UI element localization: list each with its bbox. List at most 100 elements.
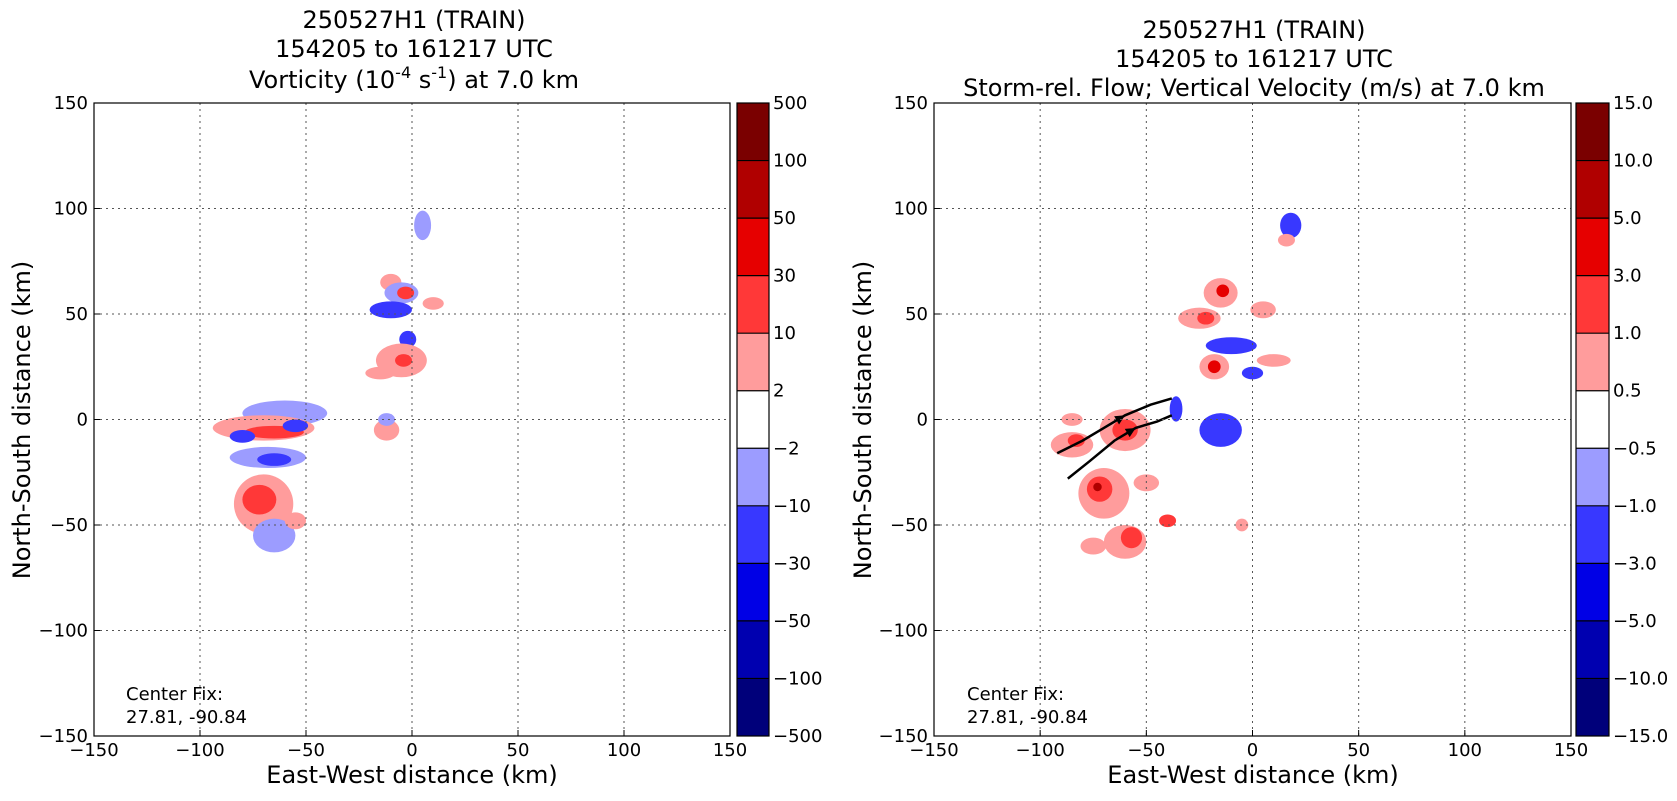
streamline-arrow (1114, 415, 1126, 425)
grid-lines (934, 103, 1571, 736)
streamline (1067, 414, 1173, 480)
panel-title-line: 154205 to 161217 UTC (1115, 45, 1393, 73)
y-axis-ticks: −150 −100 −50 0 50 100 150 (879, 93, 940, 747)
x-axis-label: East-West distance (km) (1107, 761, 1398, 789)
x-tick-label: 100 (1448, 740, 1482, 761)
colorbar-tick-label: 30 (773, 266, 796, 287)
colorbar-segment (1576, 160, 1609, 219)
colorbar-segment (1576, 678, 1609, 736)
title-text: ) at 7.0 km (447, 66, 579, 94)
colorbar-segment (1576, 333, 1609, 391)
contour-region (253, 518, 296, 553)
colorbar-tick-label: −5.0 (1613, 611, 1657, 632)
y-tick-label: 100 (54, 199, 88, 220)
x-tick-label: 50 (1347, 740, 1370, 761)
contour-region (1120, 527, 1143, 549)
x-tick-label: 100 (607, 740, 641, 761)
colorbar-segment (1576, 103, 1609, 161)
colorbar-segment (1576, 563, 1609, 621)
center-fix-label: Center Fix: (126, 684, 223, 705)
contour-region (395, 354, 412, 367)
contour-region (1067, 434, 1085, 447)
colorbar-segment (1576, 218, 1609, 276)
contour-region (1159, 514, 1177, 528)
x-tick-label: 150 (1554, 740, 1588, 761)
plot-features (1050, 212, 1302, 559)
x-tick-label: −50 (287, 740, 325, 761)
x-axis-ticks: −150 −100 −50 0 50 100 150 (69, 730, 747, 761)
colorbar-tick-label: −3.0 (1613, 553, 1657, 574)
contour-region (282, 419, 309, 433)
contour-region (284, 512, 306, 530)
streamline (1056, 397, 1173, 455)
colorbar-tick-label: −10.0 (1613, 668, 1668, 689)
title-superscript: -4 (395, 63, 411, 82)
y-axis-label: North-South distance (km) (8, 261, 36, 580)
colorbar-frame (736, 102, 770, 737)
contour-region (369, 301, 412, 319)
contour-region (414, 210, 432, 241)
colorbar-tick-label: 3.0 (1613, 266, 1642, 287)
colorbar-tick-label: 2 (773, 381, 784, 402)
colorbar-tick-label: −0.5 (1613, 438, 1657, 459)
contour-region (1093, 482, 1102, 492)
contour-region (229, 430, 256, 443)
center-fix-value: 27.81, -90.84 (126, 707, 247, 728)
colorbar-tick-label: −50 (773, 611, 811, 632)
y-tick-label: −150 (39, 726, 88, 747)
contour-region (1205, 337, 1257, 355)
vertical-velocity-panel: 250527H1 (TRAIN) 154205 to 161217 UTC St… (849, 16, 1668, 789)
colorbar-segment (737, 218, 769, 276)
title-text: Vorticity (10 (249, 66, 395, 94)
colorbar-tick-label: −30 (773, 553, 811, 574)
colorbar-segment (1576, 620, 1609, 679)
contour-region (1280, 212, 1302, 239)
colorbar-tick-label: 50 (773, 208, 796, 229)
contour-region (422, 297, 444, 310)
x-tick-label: 0 (406, 740, 417, 761)
streamlines (1056, 397, 1173, 480)
colorbar-segment (737, 620, 769, 679)
colorbar-segment (1576, 505, 1609, 564)
streamline-arrow (1124, 427, 1136, 438)
x-axis-label: East-West distance (km) (266, 761, 557, 789)
colorbar-segment (737, 448, 769, 506)
colorbar-segment (1576, 448, 1609, 506)
y-tick-label: −100 (39, 621, 88, 642)
colorbar-segment (737, 275, 769, 334)
colorbar-tick-label: −1.0 (1613, 496, 1657, 517)
contour-region (1207, 360, 1221, 374)
colorbar-tick-label: −100 (773, 668, 822, 689)
y-tick-label: 0 (917, 410, 928, 431)
colorbar-tick-label: −500 (773, 726, 822, 747)
panel-title-line: 250527H1 (TRAIN) (302, 6, 525, 34)
panel-title-line: 154205 to 161217 UTC (275, 35, 553, 63)
colorbar-tick-label: 10.0 (1613, 151, 1653, 172)
contour-region (397, 286, 415, 300)
panel-title-line: 250527H1 (TRAIN) (1142, 16, 1365, 44)
colorbar: 15.0 10.0 5.0 3.0 1.0 0.5 −0.5 −1.0 −3.0 −5.0 −10.… (1575, 93, 1668, 747)
colorbar-segment (737, 505, 769, 564)
panel-title-line: Storm-rel. Flow; Vertical Velocity (m/s)… (963, 74, 1545, 102)
colorbar-tick-label: 10 (773, 323, 796, 344)
contour-region (365, 366, 396, 380)
colorbar-tick-label: 15.0 (1613, 93, 1653, 114)
x-axis-ticks: −150 −100 −50 0 50 100 150 (909, 730, 1588, 761)
title-text: s (411, 66, 431, 94)
title-superscript: -1 (431, 63, 447, 82)
x-tick-label: −50 (1127, 740, 1165, 761)
colorbar-segment (737, 678, 769, 736)
colorbar-segment (737, 333, 769, 391)
y-axis-label: North-South distance (km) (849, 261, 877, 580)
colorbar-tick-label: 5.0 (1613, 208, 1642, 229)
x-tick-label: −150 (69, 740, 118, 761)
colorbar-segment (1576, 275, 1609, 334)
contour-region (257, 453, 292, 466)
center-fix-value: 27.81, -90.84 (967, 707, 1088, 728)
colorbar-tick-label: 0.5 (1613, 381, 1642, 402)
contour-region (1169, 396, 1183, 422)
contour-region (1199, 413, 1242, 447)
y-tick-label: 100 (894, 199, 928, 220)
